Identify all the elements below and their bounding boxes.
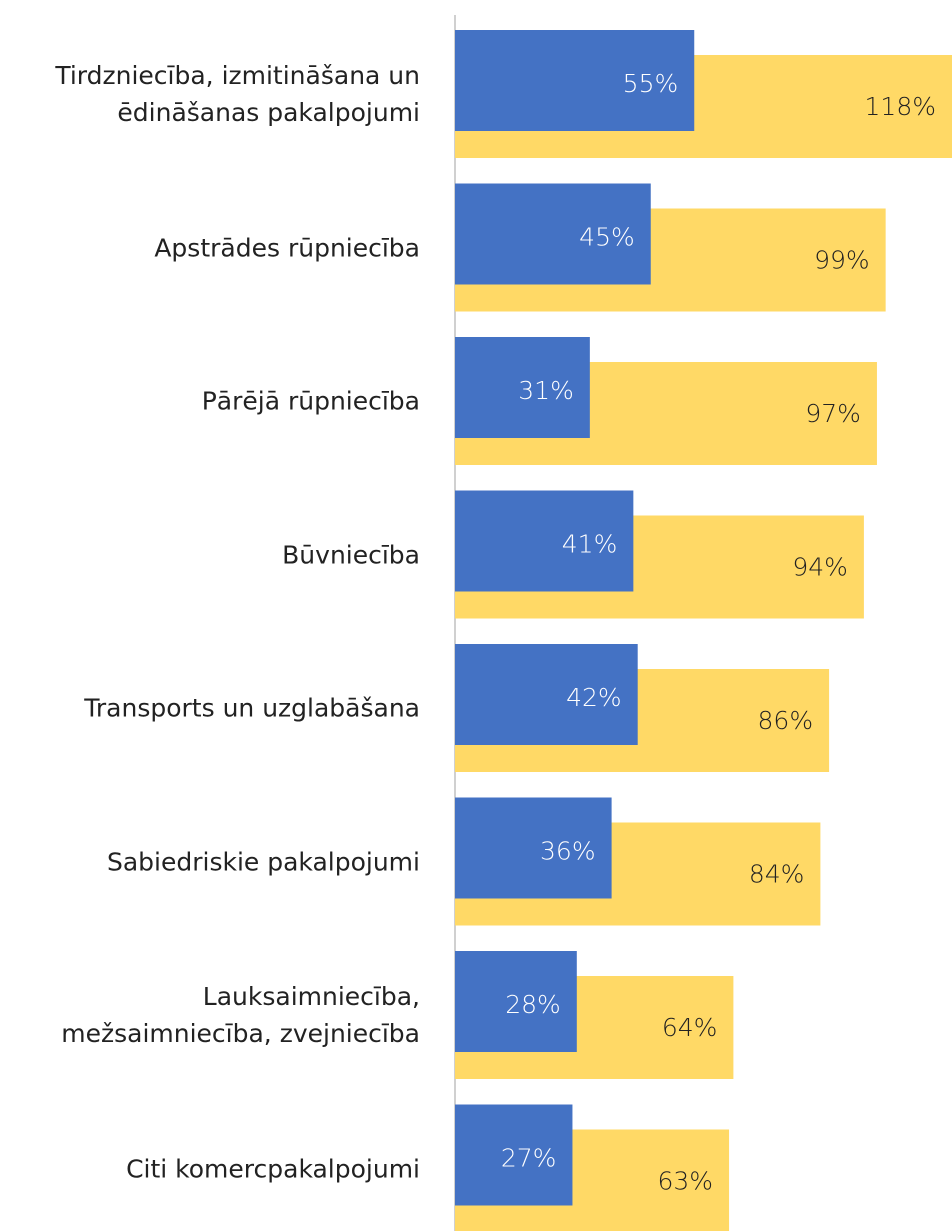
- bar: [455, 183, 651, 285]
- value-label: 63%: [657, 1167, 713, 1196]
- value-label: 42%: [566, 683, 622, 712]
- category-label: Apstrādes rūpniecība: [154, 233, 420, 262]
- bar: [455, 951, 577, 1052]
- value-label: 84%: [749, 860, 805, 889]
- value-label: 31%: [518, 376, 574, 405]
- value-label: 94%: [792, 553, 848, 582]
- bar: [455, 644, 638, 745]
- category-label: Sabiedriskie pakalpojumi: [106, 847, 420, 876]
- category-label: Lauksaimniecība, mežsaimniecība, zvejnie…: [61, 982, 420, 1048]
- category-label: Citi komercpakalpojumi: [126, 1154, 420, 1183]
- value-label: 97%: [805, 399, 861, 428]
- category-label: Transports un uzglabāšana: [84, 693, 420, 723]
- value-label: 86%: [758, 706, 814, 735]
- value-label: 28%: [505, 990, 561, 1019]
- value-label: 27%: [501, 1144, 557, 1173]
- value-label: 41%: [562, 530, 618, 559]
- category-label: Pārējā rūpniecība: [201, 386, 420, 416]
- bar: [455, 1104, 573, 1206]
- category-label: Būvniecība: [282, 540, 420, 569]
- value-label: 45%: [579, 223, 635, 252]
- bar: [455, 490, 634, 592]
- value-label: 36%: [540, 837, 596, 866]
- category-label: Tirdzniecība, izmitināšana un ēdināšanas…: [55, 61, 420, 127]
- bar: [455, 797, 612, 899]
- value-label: 55%: [623, 69, 679, 98]
- value-label: 99%: [814, 246, 870, 275]
- bar: [455, 337, 590, 438]
- value-label: 64%: [662, 1013, 718, 1042]
- bar: [455, 30, 695, 131]
- value-label: 118%: [865, 92, 936, 121]
